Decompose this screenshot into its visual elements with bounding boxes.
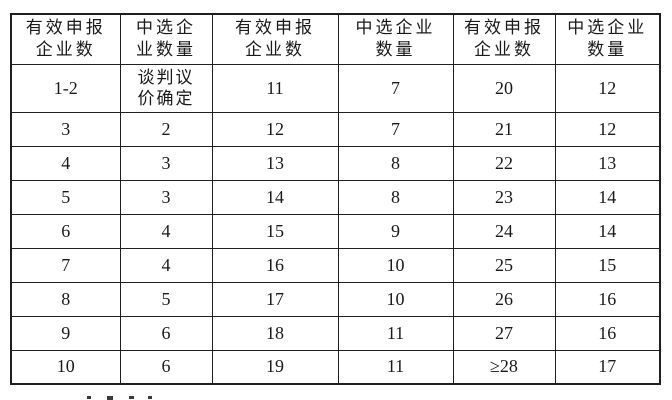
table-cell: 3 — [119, 179, 213, 215]
table-cell: 19 — [211, 349, 339, 385]
table-cell: 12 — [554, 111, 661, 147]
table-cell: 2 — [119, 111, 213, 147]
table-cell: 9 — [10, 315, 121, 351]
table-cell: 23 — [452, 179, 556, 215]
column-header: 中选企业数量 — [554, 13, 661, 65]
table-cell: 7 — [337, 111, 454, 147]
table-cell: 8 — [337, 145, 454, 181]
table-cell: ≥28 — [452, 349, 556, 385]
table-cell: 10 — [337, 281, 454, 317]
table-row: 8 5 17 10 26 16 — [10, 281, 661, 317]
table-cell: 12 — [554, 63, 661, 113]
table-row: 10 6 19 11 ≥28 17 — [10, 349, 661, 385]
table-cell: 13 — [211, 145, 339, 181]
table-cell: 18 — [211, 315, 339, 351]
table-cell: 14 — [211, 179, 339, 215]
header-row: 有效申报 企业数 中选企 业数量 有效申报 企业数 中选企业 数量 有效申报 企业数 中选企业 数量 — [10, 13, 661, 65]
column-header: 有效申报 企业数 — [452, 13, 556, 65]
table-row: 3 2 12 7 21 12 — [10, 111, 661, 147]
table-cell: 4 — [119, 213, 213, 249]
table-cell: 20 — [452, 63, 556, 113]
table-cell: 11 — [337, 315, 454, 351]
table-cell: 6 — [10, 213, 121, 249]
table-cell: 6 — [119, 315, 213, 351]
table-cell: 11 — [337, 349, 454, 385]
table-cell: 7 — [10, 247, 121, 283]
table-cell: 16 — [554, 281, 661, 317]
table-cell: 15 — [211, 213, 339, 249]
table-row: 5 3 14 8 23 14 — [10, 179, 661, 215]
table-cell: 10 — [10, 349, 121, 385]
bid-selection-rules-table: 有效申报 企业数 中选企 业数量 有效申报 企业数 中选企业 数量 有效申报 企业数 中选企业 数量 … — [10, 13, 661, 385]
table-cell: 8 — [10, 281, 121, 317]
table-cell: 21 — [452, 111, 556, 147]
table-cell: 7 — [337, 63, 454, 113]
table-cell: 5 — [10, 179, 121, 215]
table-cell: 6 — [119, 349, 213, 385]
table-cell: 26 — [452, 281, 556, 317]
column-header: 中选企业数量 — [337, 13, 454, 65]
table-cell: 17 — [211, 281, 339, 317]
table-cell: 4 — [10, 145, 121, 181]
table-cell: 25 — [452, 247, 556, 283]
column-header: 有效申报 企业数 — [10, 13, 121, 65]
table-cell: 11 — [211, 63, 339, 113]
table-row: 7 4 16 10 25 15 — [10, 247, 661, 283]
table-cell: 12 — [211, 111, 339, 147]
table-body: 1-2 谈判议 价确定 11 7 20 12 3 2 12 7 21 12 4 3 13 8 22 13 5 3 14 8 2… — [10, 63, 661, 385]
table-row: 4 3 13 8 22 13 — [10, 145, 661, 181]
table-row: 9 6 18 11 27 16 — [10, 315, 661, 351]
table-cell: 4 — [119, 247, 213, 283]
table-cell: 1-2 — [10, 63, 121, 113]
table-cell: 10 — [337, 247, 454, 283]
table-cell: 谈判议 价确定 — [119, 63, 213, 113]
table-cell: 15 — [554, 247, 661, 283]
clipped-text-fragment — [0, 395, 672, 400]
column-header: 有效申报 企业数 — [211, 13, 339, 65]
column-header: 中选企业数量 — [119, 13, 213, 65]
table-cell: 9 — [337, 213, 454, 249]
table-cell: 14 — [554, 179, 661, 215]
table-cell: 8 — [337, 179, 454, 215]
table-row: 6 4 15 9 24 14 — [10, 213, 661, 249]
table-cell: 17 — [554, 349, 661, 385]
table-cell: 14 — [554, 213, 661, 249]
table-cell: 16 — [554, 315, 661, 351]
table-cell: 27 — [452, 315, 556, 351]
table-cell: 3 — [119, 145, 213, 181]
table-cell: 24 — [452, 213, 556, 249]
table-cell: 22 — [452, 145, 556, 181]
table-cell: 5 — [119, 281, 213, 317]
table-cell: 16 — [211, 247, 339, 283]
table-row: 1-2 谈判议 价确定 11 7 20 12 — [10, 63, 661, 113]
table-cell: 13 — [554, 145, 661, 181]
table-cell: 3 — [10, 111, 121, 147]
